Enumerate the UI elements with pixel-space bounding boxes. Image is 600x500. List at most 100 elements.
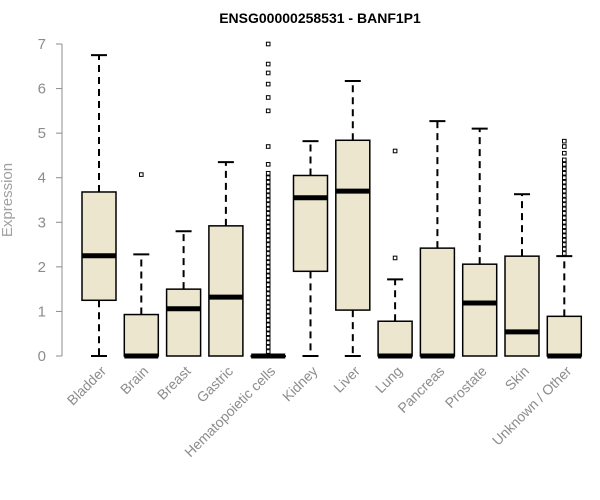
outlier-point [562,170,567,176]
outlier-point [265,295,271,301]
outlier-point [265,95,271,100]
x-tick-label: Bladder [64,363,110,409]
x-tick-label: Pancreas [394,363,447,416]
x-tick-label: Lung [372,363,405,396]
box-group [123,172,160,359]
outlier-point [265,255,271,261]
outlier-point [265,193,271,198]
outlier-point [265,291,271,296]
outlier-point [265,211,271,216]
outlier-point [562,175,567,181]
box-group [419,120,456,359]
outlier-point [139,172,144,177]
outlier-point [265,81,271,87]
outlier-point [265,277,271,283]
boxes [81,41,583,359]
outlier-point [265,304,271,310]
y-tick-label: 7 [38,36,46,53]
outlier-point [265,184,271,189]
outlier-point [265,215,271,221]
outlier-point [562,202,567,207]
box [335,139,371,311]
outlier-point [265,340,271,345]
outlier-point [562,193,567,198]
outlier-point [562,246,567,252]
outlier-point [265,108,271,114]
box-group [292,140,329,357]
outlier-point [562,184,567,189]
x-tick-label: Brain [117,363,151,397]
outlier-point [265,41,271,47]
outlier-point [562,157,567,163]
box-group [165,230,202,357]
outlier-point [392,148,398,154]
outlier-point [562,150,567,156]
outlier-point [265,264,271,270]
outlier-point [265,273,271,279]
box-group [208,161,244,357]
outlier-point [562,138,567,144]
box-group [81,54,117,357]
outlier-point [265,251,271,256]
box-group [377,148,413,359]
box [377,320,413,357]
outlier-point [265,61,271,67]
outlier-point [265,282,271,287]
outlier-point [562,166,567,172]
outlier-point [265,228,271,234]
outlier-point [562,233,567,238]
outlier-point [265,318,271,323]
x-tick-label: Breast [154,363,194,403]
outlier-point [562,197,567,203]
y-tick-label: 4 [38,170,46,187]
y-tick-label: 6 [38,81,46,98]
outlier-point [265,335,271,341]
outlier-point [562,179,567,185]
outlier-point [265,300,271,305]
outlier-point [562,215,567,221]
outlier-point [265,344,271,350]
outlier-point [265,175,271,181]
x-tick-label: Liver [330,363,363,396]
outlier-point [265,224,271,230]
outlier-point [265,313,271,319]
outlier-point [265,326,271,332]
outlier-point [562,224,567,230]
box [546,315,583,357]
box-group [335,79,371,357]
x-tick-label: Kidney [279,363,321,405]
outlier-point [562,206,567,212]
outlier-point [562,242,567,247]
outlier-point [562,251,567,256]
box [419,247,456,357]
outlier-point [265,246,271,252]
outlier-point [562,219,567,225]
outlier-point [265,242,271,247]
box [292,174,329,273]
x-tick-label: Unknown / Other [489,363,575,449]
x-tick-label: Prostate [442,363,490,411]
y-axis-label: Expression [0,163,16,237]
box [123,313,160,357]
outlier-point [265,70,271,76]
outlier-point [265,269,271,274]
box-group [250,41,286,359]
outlier-point [265,179,271,185]
box [208,225,244,357]
outlier-point [265,309,271,314]
box-group [461,127,498,357]
outlier-point [562,211,567,216]
outlier-point [265,197,271,203]
outlier-point [562,188,567,194]
outlier-point [265,260,271,265]
box [504,255,540,357]
outlier-point [265,349,271,354]
outlier-point [265,206,271,212]
outlier-point [265,219,271,225]
y-tick-label: 3 [38,214,46,231]
outlier-point [265,144,271,149]
outlier-point [562,144,567,149]
outlier-point [562,237,567,243]
outlier-point [265,162,271,167]
